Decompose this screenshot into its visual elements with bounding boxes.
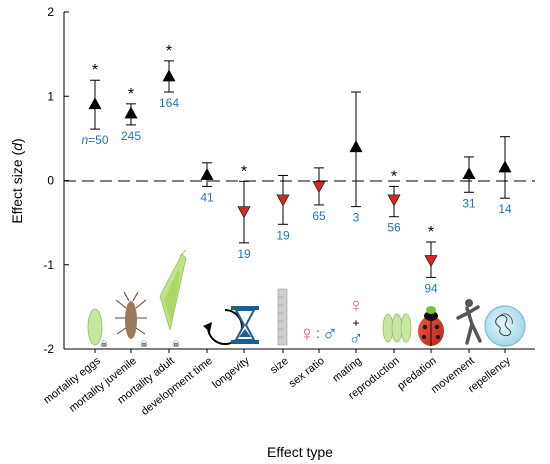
- effect-marker-down: [312, 181, 326, 194]
- x-tick-label: longevity: [210, 355, 252, 391]
- y-tick-group: 2 1 0 -1 -2: [43, 5, 69, 356]
- data-point-group: * 19: [237, 163, 251, 261]
- significance-star: *: [166, 43, 172, 60]
- n-value: 31: [462, 196, 476, 210]
- n-value: 19: [276, 228, 290, 242]
- y-tick-label: 0: [47, 174, 54, 188]
- sample-size-label: 31: [462, 196, 476, 210]
- sample-size-label: 19: [237, 247, 251, 261]
- n-value: 41: [200, 190, 214, 204]
- data-point-group: * 94: [424, 224, 438, 295]
- mating-icon: ♀ + ♂: [349, 295, 364, 350]
- x-tick-label: mortality juvenile: [67, 355, 139, 415]
- data-point-group: 19: [276, 174, 290, 242]
- skull-icon: ☠: [172, 339, 180, 349]
- sample-size-label: 41: [200, 190, 214, 204]
- data-marks: * n=50 * 245 * 164 41 * 19 19 65 3 * 56 * 94 31 14: [81, 43, 512, 296]
- sample-size-label: 245: [121, 129, 141, 143]
- ruler-icon: [277, 288, 288, 346]
- data-point-group: 3: [349, 91, 363, 225]
- n-value: 19: [237, 247, 251, 261]
- n-prefix: n: [81, 133, 88, 147]
- n-value: 3: [353, 211, 360, 225]
- n-value: =50: [88, 133, 109, 147]
- adult-lacewing-icon: [159, 249, 187, 331]
- ladybird-icon: [418, 306, 444, 346]
- n-value: 94: [424, 281, 438, 295]
- ratio-colon: :: [316, 325, 320, 341]
- data-point-group: 65: [312, 167, 326, 223]
- sex-ratio-icon: ♀ : ♂: [299, 321, 339, 346]
- y-tick-label: -2: [43, 342, 54, 356]
- effect-marker-up: [162, 69, 176, 82]
- effect-marker-down: [387, 194, 401, 207]
- n-value: 164: [159, 96, 179, 110]
- male-symbol: ♂: [349, 328, 364, 350]
- egg-icon: [87, 308, 103, 346]
- sample-size-label: 56: [387, 221, 401, 235]
- significance-star: *: [428, 224, 434, 241]
- data-point-group: 41: [200, 162, 214, 204]
- sample-size-label: n=50: [81, 133, 108, 147]
- sample-size-label: 14: [498, 202, 512, 216]
- effect-marker-up: [88, 97, 102, 110]
- data-point-group: 14: [498, 136, 512, 216]
- y-tick-label: -1: [43, 258, 54, 272]
- male-symbol: ♂: [322, 321, 339, 346]
- x-tick-label: development time: [139, 355, 215, 418]
- effect-marker-up: [349, 140, 363, 153]
- effect-marker-down: [237, 206, 251, 219]
- data-point-group: * 164: [159, 43, 179, 110]
- effect-marker-up: [124, 106, 138, 119]
- sample-size-label: 94: [424, 281, 438, 295]
- y-tick-label: 2: [47, 5, 54, 19]
- skull-icon: ☠: [100, 339, 108, 349]
- effect-marker-up: [200, 167, 214, 180]
- icon-row: ♀ : ♂ ♀ + ♂: [87, 249, 526, 350]
- sample-size-label: 3: [353, 211, 360, 225]
- runner-icon: [456, 299, 482, 345]
- significance-star: *: [391, 168, 397, 185]
- x-tick-label: size: [268, 355, 291, 377]
- data-point-group: * n=50: [81, 62, 108, 147]
- petri-dish-icon: [484, 305, 526, 347]
- n-value: 65: [312, 209, 326, 223]
- effect-marker-down: [276, 194, 290, 207]
- effect-marker-down: [424, 255, 438, 268]
- sample-size-label: 65: [312, 209, 326, 223]
- data-point-group: * 245: [121, 86, 141, 143]
- significance-star: *: [92, 62, 98, 79]
- n-value: 245: [121, 129, 141, 143]
- y-axis-title: Effect size (d): [9, 138, 25, 223]
- skull-icon: ☠: [140, 339, 148, 349]
- plus-sign: +: [352, 316, 359, 330]
- n-value: 56: [387, 221, 401, 235]
- data-point-group: 31: [462, 156, 476, 210]
- effect-marker-up: [498, 160, 512, 173]
- sample-size-label: 164: [159, 96, 179, 110]
- female-symbol: ♀: [349, 295, 364, 317]
- significance-star: *: [241, 163, 247, 180]
- hourglass-icon: [231, 306, 259, 344]
- larva-icon: [115, 291, 147, 339]
- female-symbol: ♀: [299, 321, 316, 346]
- x-tick-label: mating: [330, 355, 363, 385]
- significance-star: *: [128, 86, 134, 103]
- eggs-cluster-icon: [382, 313, 412, 343]
- data-point-group: * 56: [387, 168, 401, 234]
- n-value: 14: [498, 202, 512, 216]
- sample-size-label: 19: [276, 228, 290, 242]
- x-tick-label: sex ratio: [287, 355, 327, 390]
- y-tick-label: 1: [47, 89, 54, 103]
- effect-marker-up: [462, 167, 476, 180]
- x-axis-title: Effect type: [267, 444, 333, 460]
